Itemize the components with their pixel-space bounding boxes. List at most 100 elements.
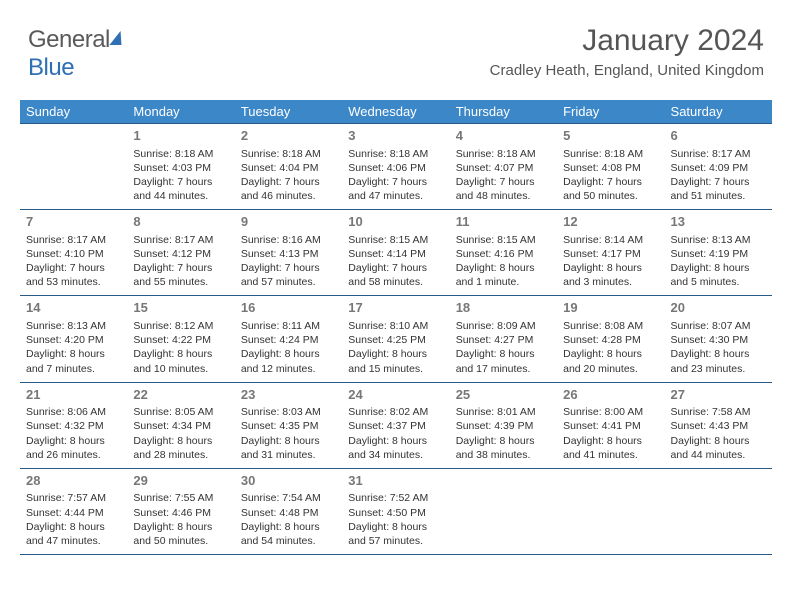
calendar-day-cell xyxy=(450,468,557,554)
day-number: 29 xyxy=(133,472,228,490)
day-number: 28 xyxy=(26,472,121,490)
sunrise-text: Sunrise: 8:05 AM xyxy=(133,405,228,419)
sunset-text: Sunset: 4:22 PM xyxy=(133,333,228,347)
daylight-text: Daylight: 8 hours xyxy=(671,261,766,275)
sunset-text: Sunset: 4:43 PM xyxy=(671,419,766,433)
sunrise-text: Sunrise: 8:13 AM xyxy=(26,319,121,333)
day-number: 19 xyxy=(563,299,658,317)
sunrise-text: Sunrise: 8:09 AM xyxy=(456,319,551,333)
daylight-text: Daylight: 7 hours xyxy=(348,261,443,275)
sunset-text: Sunset: 4:24 PM xyxy=(241,333,336,347)
daylight-text: Daylight: 8 hours xyxy=(241,434,336,448)
daylight-text: and 50 minutes. xyxy=(133,534,228,548)
sunrise-text: Sunrise: 8:03 AM xyxy=(241,405,336,419)
calendar-day-cell: 26Sunrise: 8:00 AMSunset: 4:41 PMDayligh… xyxy=(557,382,664,468)
daylight-text: Daylight: 7 hours xyxy=(133,261,228,275)
calendar-day-cell: 12Sunrise: 8:14 AMSunset: 4:17 PMDayligh… xyxy=(557,210,664,296)
day-number: 23 xyxy=(241,386,336,404)
calendar-day-cell: 17Sunrise: 8:10 AMSunset: 4:25 PMDayligh… xyxy=(342,296,449,382)
daylight-text: and 54 minutes. xyxy=(241,534,336,548)
day-number: 17 xyxy=(348,299,443,317)
day-number: 26 xyxy=(563,386,658,404)
weekday-header: Friday xyxy=(557,100,664,124)
daylight-text: Daylight: 8 hours xyxy=(348,520,443,534)
sunset-text: Sunset: 4:06 PM xyxy=(348,161,443,175)
calendar-day-cell: 20Sunrise: 8:07 AMSunset: 4:30 PMDayligh… xyxy=(665,296,772,382)
sunset-text: Sunset: 4:48 PM xyxy=(241,506,336,520)
calendar-day-cell: 5Sunrise: 8:18 AMSunset: 4:08 PMDaylight… xyxy=(557,124,664,210)
calendar-day-cell: 14Sunrise: 8:13 AMSunset: 4:20 PMDayligh… xyxy=(20,296,127,382)
daylight-text: Daylight: 7 hours xyxy=(348,175,443,189)
calendar-week-row: 21Sunrise: 8:06 AMSunset: 4:32 PMDayligh… xyxy=(20,382,772,468)
day-number: 2 xyxy=(241,127,336,145)
daylight-text: Daylight: 8 hours xyxy=(241,520,336,534)
sunrise-text: Sunrise: 8:06 AM xyxy=(26,405,121,419)
sunrise-text: Sunrise: 8:08 AM xyxy=(563,319,658,333)
daylight-text: and 44 minutes. xyxy=(671,448,766,462)
calendar-week-row: 28Sunrise: 7:57 AMSunset: 4:44 PMDayligh… xyxy=(20,468,772,554)
page-title-block: January 2024 Cradley Heath, England, Uni… xyxy=(490,24,764,79)
sunset-text: Sunset: 4:17 PM xyxy=(563,247,658,261)
daylight-text: and 47 minutes. xyxy=(26,534,121,548)
weekday-header: Monday xyxy=(127,100,234,124)
daylight-text: and 44 minutes. xyxy=(133,189,228,203)
day-number: 9 xyxy=(241,213,336,231)
daylight-text: Daylight: 7 hours xyxy=(26,261,121,275)
day-number: 6 xyxy=(671,127,766,145)
sunset-text: Sunset: 4:08 PM xyxy=(563,161,658,175)
calendar-day-cell xyxy=(20,124,127,210)
daylight-text: Daylight: 8 hours xyxy=(563,261,658,275)
sunrise-text: Sunrise: 8:00 AM xyxy=(563,405,658,419)
daylight-text: and 50 minutes. xyxy=(563,189,658,203)
sunset-text: Sunset: 4:27 PM xyxy=(456,333,551,347)
daylight-text: and 1 minute. xyxy=(456,275,551,289)
daylight-text: and 15 minutes. xyxy=(348,362,443,376)
daylight-text: Daylight: 8 hours xyxy=(241,347,336,361)
calendar-day-cell: 21Sunrise: 8:06 AMSunset: 4:32 PMDayligh… xyxy=(20,382,127,468)
day-number: 24 xyxy=(348,386,443,404)
location-subtitle: Cradley Heath, England, United Kingdom xyxy=(490,62,764,79)
daylight-text: and 57 minutes. xyxy=(348,534,443,548)
daylight-text: and 3 minutes. xyxy=(563,275,658,289)
daylight-text: Daylight: 8 hours xyxy=(563,347,658,361)
logo-triangle-icon xyxy=(109,31,126,45)
sunset-text: Sunset: 4:44 PM xyxy=(26,506,121,520)
calendar-table: Sunday Monday Tuesday Wednesday Thursday… xyxy=(20,100,772,555)
daylight-text: and 51 minutes. xyxy=(671,189,766,203)
day-number: 7 xyxy=(26,213,121,231)
daylight-text: and 7 minutes. xyxy=(26,362,121,376)
calendar-day-cell xyxy=(557,468,664,554)
weekday-header-row: Sunday Monday Tuesday Wednesday Thursday… xyxy=(20,100,772,124)
calendar-week-row: 1Sunrise: 8:18 AMSunset: 4:03 PMDaylight… xyxy=(20,124,772,210)
sunset-text: Sunset: 4:12 PM xyxy=(133,247,228,261)
daylight-text: and 12 minutes. xyxy=(241,362,336,376)
calendar-day-cell: 19Sunrise: 8:08 AMSunset: 4:28 PMDayligh… xyxy=(557,296,664,382)
daylight-text: and 57 minutes. xyxy=(241,275,336,289)
sunrise-text: Sunrise: 8:18 AM xyxy=(133,147,228,161)
calendar-day-cell: 24Sunrise: 8:02 AMSunset: 4:37 PMDayligh… xyxy=(342,382,449,468)
day-number: 31 xyxy=(348,472,443,490)
day-number: 27 xyxy=(671,386,766,404)
daylight-text: and 47 minutes. xyxy=(348,189,443,203)
daylight-text: Daylight: 8 hours xyxy=(456,261,551,275)
sunset-text: Sunset: 4:39 PM xyxy=(456,419,551,433)
sunrise-text: Sunrise: 8:01 AM xyxy=(456,405,551,419)
sunset-text: Sunset: 4:37 PM xyxy=(348,419,443,433)
daylight-text: Daylight: 8 hours xyxy=(456,434,551,448)
day-number: 22 xyxy=(133,386,228,404)
weekday-header: Wednesday xyxy=(342,100,449,124)
sunrise-text: Sunrise: 8:18 AM xyxy=(348,147,443,161)
daylight-text: and 46 minutes. xyxy=(241,189,336,203)
day-number: 18 xyxy=(456,299,551,317)
sunrise-text: Sunrise: 8:16 AM xyxy=(241,233,336,247)
calendar-day-cell: 16Sunrise: 8:11 AMSunset: 4:24 PMDayligh… xyxy=(235,296,342,382)
daylight-text: Daylight: 7 hours xyxy=(241,261,336,275)
day-number: 21 xyxy=(26,386,121,404)
daylight-text: Daylight: 8 hours xyxy=(671,347,766,361)
sunrise-text: Sunrise: 8:11 AM xyxy=(241,319,336,333)
month-title: January 2024 xyxy=(490,24,764,58)
day-number: 20 xyxy=(671,299,766,317)
weekday-header: Tuesday xyxy=(235,100,342,124)
sunrise-text: Sunrise: 7:52 AM xyxy=(348,491,443,505)
daylight-text: Daylight: 8 hours xyxy=(26,434,121,448)
